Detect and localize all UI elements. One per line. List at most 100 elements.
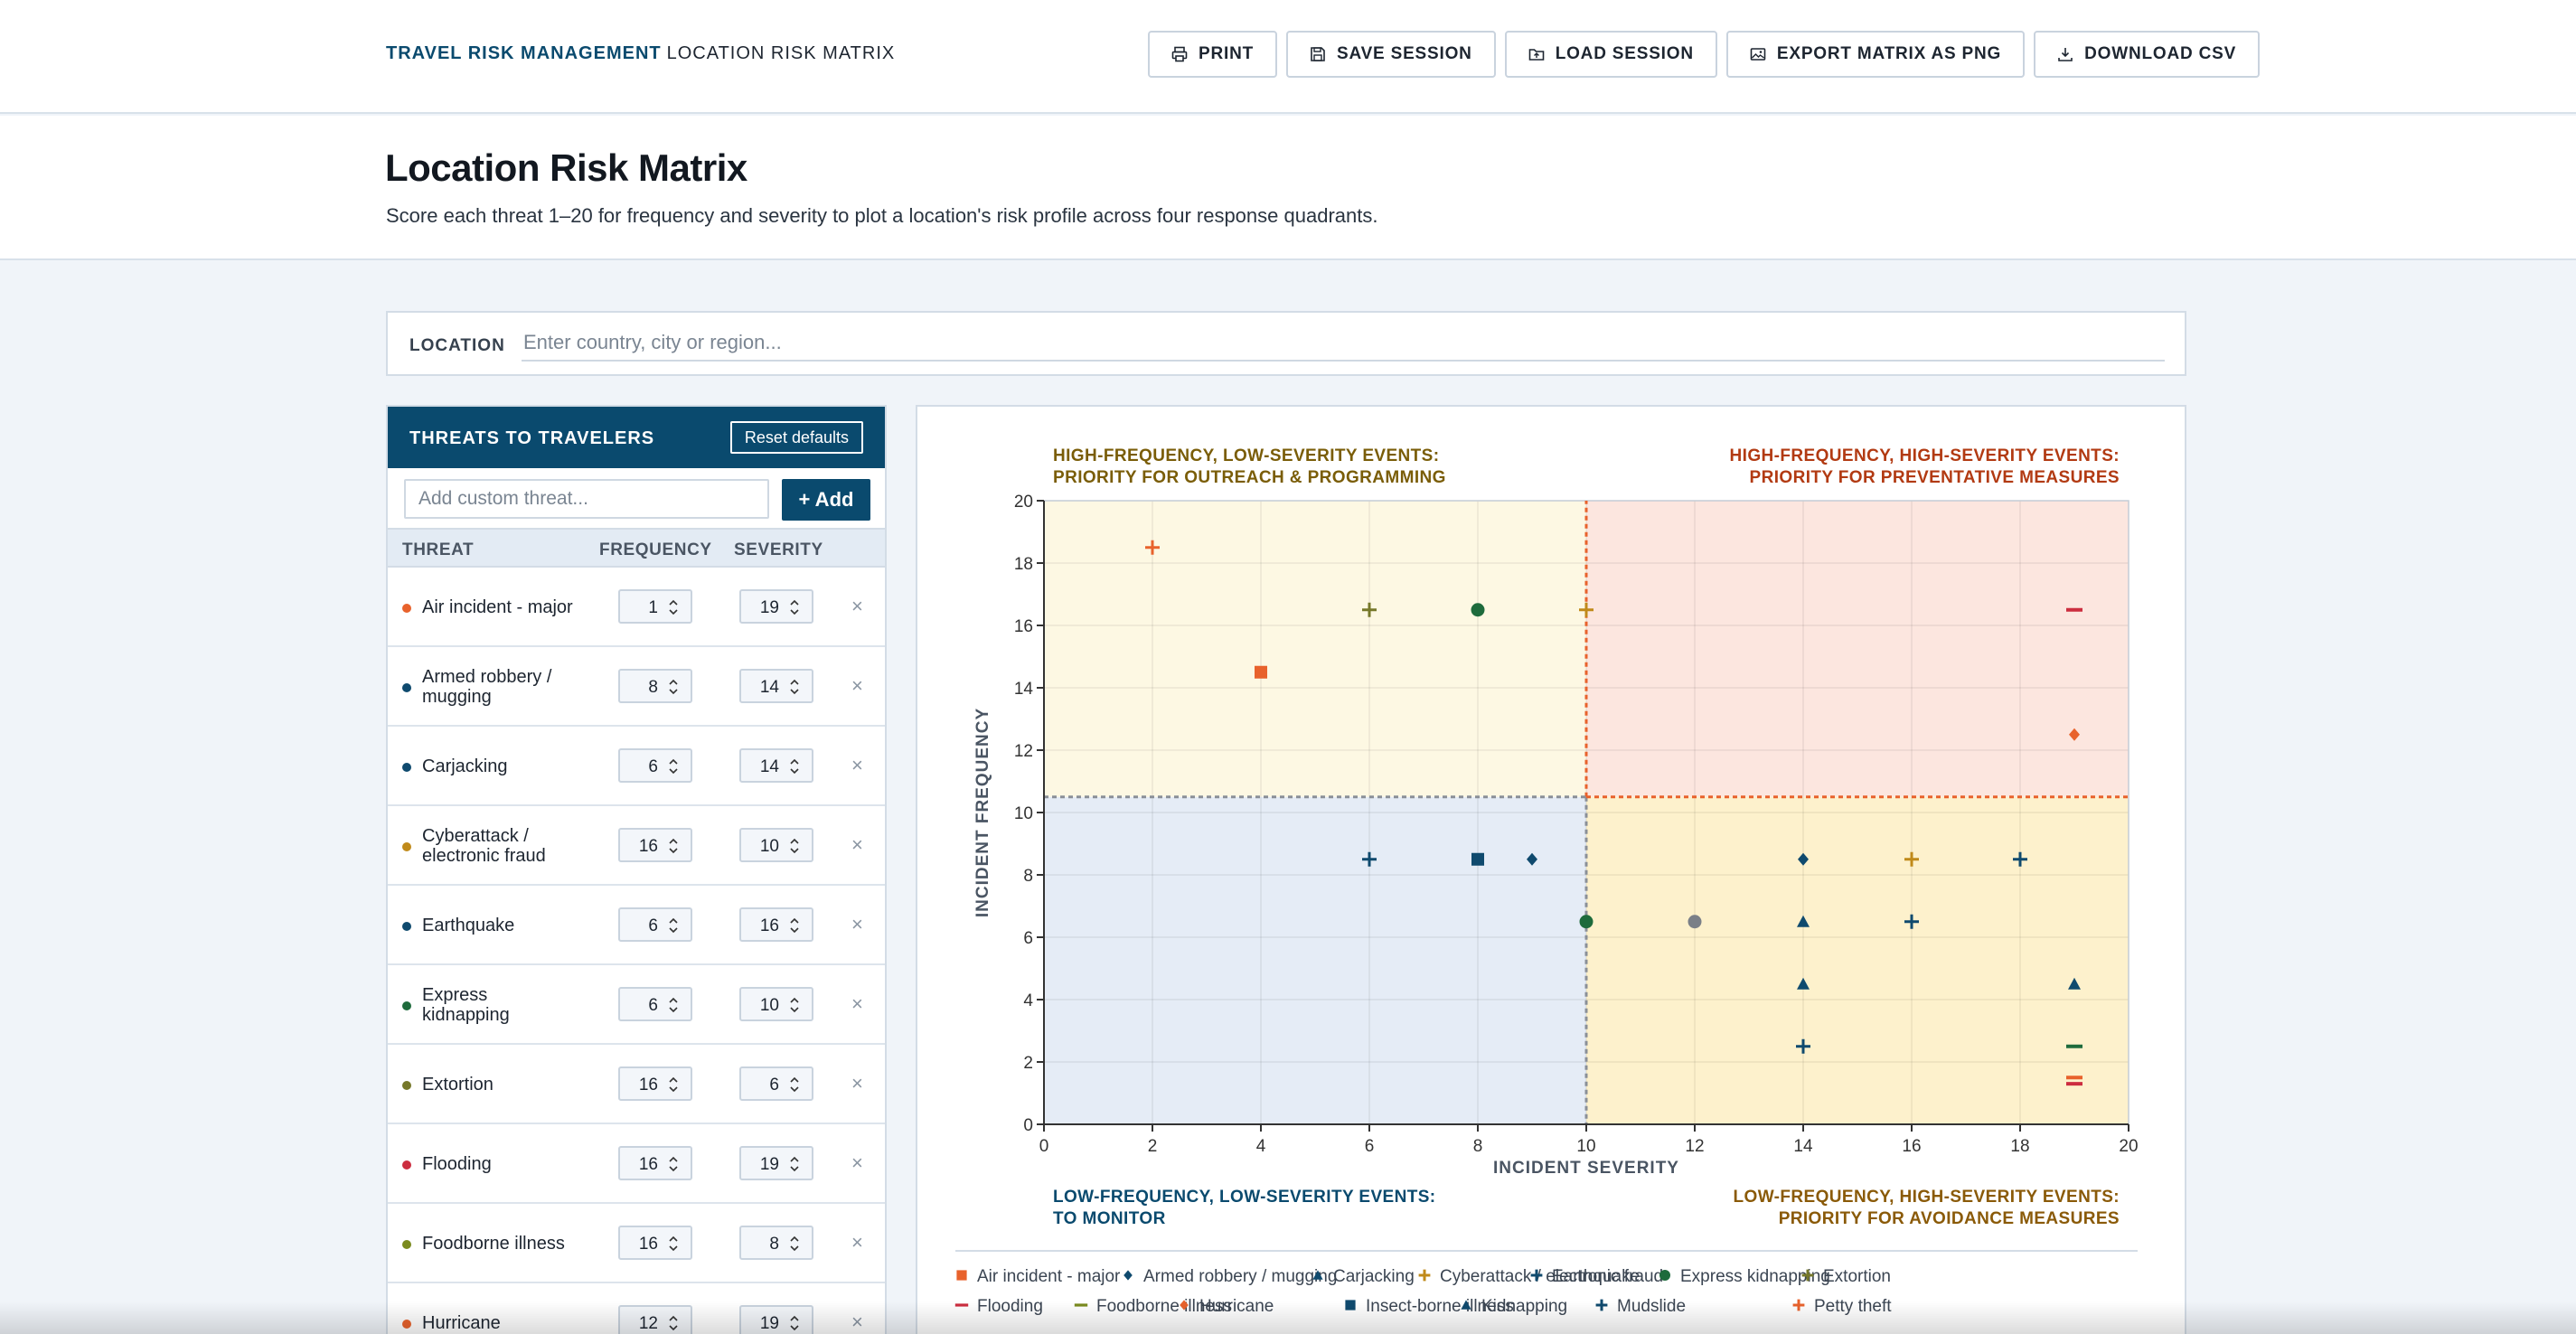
remove-threat-icon[interactable]: × xyxy=(851,595,863,617)
stepper-arrows-icon[interactable] xyxy=(667,597,680,618)
stepper-arrows-icon[interactable] xyxy=(667,1074,680,1095)
remove-threat-icon[interactable]: × xyxy=(851,674,863,697)
save-session-button[interactable]: SAVE SESSION xyxy=(1286,31,1496,78)
y-tick-label: 16 xyxy=(1014,617,1033,636)
frequency-stepper[interactable]: 6 xyxy=(618,748,692,783)
severity-stepper[interactable]: 6 xyxy=(739,1066,813,1101)
add-threat-button[interactable]: + Add xyxy=(782,479,870,521)
remove-threat-icon[interactable]: × xyxy=(851,1231,863,1254)
legend-marker xyxy=(956,1270,967,1281)
y-tick-label: 6 xyxy=(1023,929,1033,948)
stepper-arrows-icon[interactable] xyxy=(788,676,801,698)
severity-stepper[interactable]: 14 xyxy=(739,748,813,783)
remove-threat-icon[interactable]: × xyxy=(851,992,863,1015)
data-point xyxy=(2068,977,2081,990)
download-csv-button[interactable]: DOWNLOAD CSV xyxy=(2034,31,2261,78)
add-threat-row: + Add xyxy=(388,468,885,528)
stepper-arrows-icon[interactable] xyxy=(788,1153,801,1175)
stepper-arrows-icon[interactable] xyxy=(788,915,801,936)
legend-marker xyxy=(1074,1303,1088,1307)
frequency-value: 16 xyxy=(638,1155,658,1174)
legend-label: Earthquake xyxy=(1552,1267,1640,1286)
frequency-stepper[interactable]: 8 xyxy=(618,669,692,703)
toolbar: PRINT SAVE SESSION LOAD SESSION EXPORT M… xyxy=(1148,31,2261,78)
frequency-stepper[interactable]: 16 xyxy=(618,1226,692,1260)
frequency-stepper[interactable]: 12 xyxy=(618,1305,692,1334)
quadrant-label-bottom-left: LOW-FREQUENCY, LOW-SEVERITY EVENTS: xyxy=(1053,1188,1436,1207)
load-session-label: LOAD SESSION xyxy=(1555,44,1694,63)
severity-stepper[interactable]: 14 xyxy=(739,669,813,703)
stepper-arrows-icon[interactable] xyxy=(788,1312,801,1334)
brand-primary: TRAVEL RISK MANAGEMENT xyxy=(386,43,662,63)
print-button[interactable]: PRINT xyxy=(1148,31,1277,78)
threat-color-dot xyxy=(402,604,411,613)
severity-stepper[interactable]: 16 xyxy=(739,907,813,942)
severity-stepper[interactable]: 8 xyxy=(739,1226,813,1260)
y-tick-label: 12 xyxy=(1014,742,1033,761)
download-icon xyxy=(2058,48,2073,61)
stepper-arrows-icon[interactable] xyxy=(667,915,680,936)
frequency-stepper[interactable]: 16 xyxy=(618,1146,692,1180)
severity-stepper[interactable]: 10 xyxy=(739,987,813,1021)
remove-threat-icon[interactable]: × xyxy=(851,1311,863,1333)
threat-name: Flooding xyxy=(422,1154,492,1174)
frequency-stepper[interactable]: 1 xyxy=(618,589,692,624)
frequency-stepper[interactable]: 6 xyxy=(618,987,692,1021)
threat-row: Flooding 16 19 × xyxy=(388,1124,885,1204)
severity-stepper[interactable]: 19 xyxy=(739,589,813,624)
brand: TRAVEL RISK MANAGEMENT LOCATION RISK MATR… xyxy=(386,43,895,64)
stepper-arrows-icon[interactable] xyxy=(788,994,801,1016)
stepper-arrows-icon[interactable] xyxy=(788,597,801,618)
severity-stepper[interactable]: 10 xyxy=(739,828,813,862)
legend-marker xyxy=(1659,1270,1670,1281)
export-png-button[interactable]: EXPORT MATRIX AS PNG xyxy=(1725,31,2026,78)
data-point xyxy=(1579,915,1594,929)
stepper-arrows-icon[interactable] xyxy=(667,1312,680,1334)
x-tick-label: 0 xyxy=(1039,1137,1049,1156)
severity-value: 10 xyxy=(759,837,779,856)
stepper-arrows-icon[interactable] xyxy=(788,756,801,777)
stepper-arrows-icon[interactable] xyxy=(788,1233,801,1254)
threat-color-dot xyxy=(402,763,411,772)
frequency-value: 16 xyxy=(638,837,658,856)
remove-threat-icon[interactable]: × xyxy=(851,833,863,856)
remove-threat-icon[interactable]: × xyxy=(851,754,863,776)
severity-value: 19 xyxy=(759,1155,779,1174)
remove-threat-icon[interactable]: × xyxy=(851,1151,863,1174)
stepper-arrows-icon[interactable] xyxy=(667,1153,680,1175)
legend-marker xyxy=(954,1303,969,1307)
reset-defaults-button[interactable]: Reset defaults xyxy=(729,421,863,454)
stepper-arrows-icon[interactable] xyxy=(788,835,801,857)
severity-value: 6 xyxy=(769,1076,779,1094)
data-point xyxy=(1796,1038,1810,1054)
stepper-arrows-icon[interactable] xyxy=(667,1233,680,1254)
stepper-arrows-icon[interactable] xyxy=(667,835,680,857)
stepper-arrows-icon[interactable] xyxy=(667,994,680,1016)
frequency-stepper[interactable]: 6 xyxy=(618,907,692,942)
load-session-button[interactable]: LOAD SESSION xyxy=(1504,31,1717,78)
stepper-arrows-icon[interactable] xyxy=(788,1074,801,1095)
data-point xyxy=(1904,914,1919,929)
folder-icon xyxy=(1528,49,1544,61)
legend-marker xyxy=(1792,1299,1805,1311)
legend-marker xyxy=(1801,1269,1814,1282)
stepper-arrows-icon[interactable] xyxy=(667,676,680,698)
quadrant-label-bottom-right: PRIORITY FOR AVOIDANCE MEASURES xyxy=(1779,1209,2120,1228)
legend-label: Hurricane xyxy=(1199,1297,1274,1316)
severity-stepper[interactable]: 19 xyxy=(739,1146,813,1180)
x-tick-label: 16 xyxy=(1902,1137,1921,1156)
image-icon xyxy=(1750,48,1766,61)
stepper-arrows-icon[interactable] xyxy=(667,756,680,777)
legend-marker xyxy=(1123,1270,1133,1281)
custom-threat-input[interactable] xyxy=(404,479,769,519)
location-input[interactable] xyxy=(522,325,2165,362)
remove-threat-icon[interactable]: × xyxy=(851,1072,863,1094)
threat-row: Hurricane 12 19 × xyxy=(388,1283,885,1334)
severity-stepper[interactable]: 19 xyxy=(739,1305,813,1334)
data-point xyxy=(1255,665,1267,679)
frequency-stepper[interactable]: 16 xyxy=(618,1066,692,1101)
threats-panel-header: THREATS TO TRAVELERS Reset defaults xyxy=(388,407,885,468)
quadrant-label-top-left: HIGH-FREQUENCY, LOW-SEVERITY EVENTS: xyxy=(1053,446,1439,465)
remove-threat-icon[interactable]: × xyxy=(851,913,863,935)
frequency-stepper[interactable]: 16 xyxy=(618,828,692,862)
